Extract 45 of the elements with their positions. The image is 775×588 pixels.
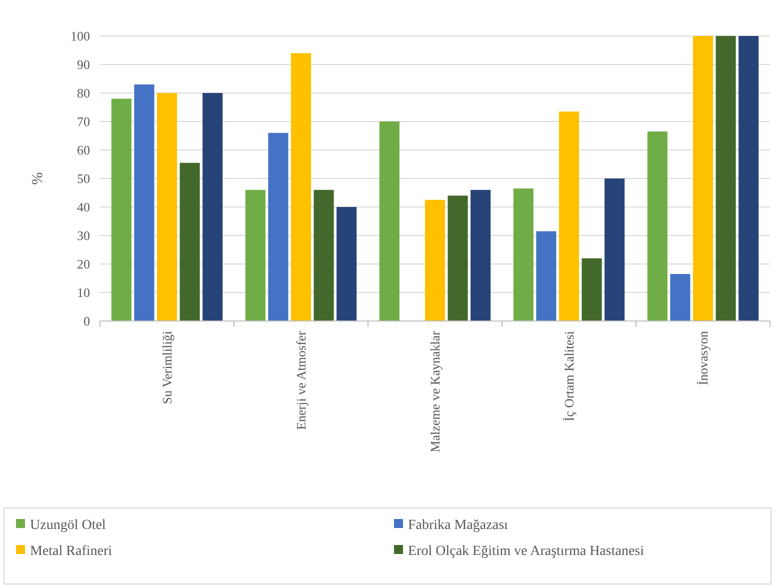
bar [424,200,446,321]
bar [268,132,288,321]
bar [290,53,312,321]
y-tick-label: 30 [77,228,90,244]
bar [180,162,200,321]
y-tick-label: 60 [77,142,90,158]
y-tick-label: 0 [84,314,90,329]
bar [379,122,400,321]
y-tick-label: 80 [77,86,90,101]
y-tick-label: 40 [77,200,90,215]
bar [647,131,668,321]
bar [670,274,690,321]
bar [111,98,132,321]
bar [582,258,602,321]
y-tick-label: 90 [77,57,90,72]
bar [716,36,736,321]
x-tick-label: İnovasyon [696,330,711,386]
y-tick-label: 20 [77,256,90,272]
y-tick-label: 70 [77,114,90,130]
y-tick-label: 100 [70,28,90,44]
legend-label: Fabrika Mağazası [408,518,508,533]
x-tick-label: İç Ortam Kalitesi [562,330,577,422]
x-tick-label: Su Verimliliği [160,330,175,404]
bar [448,196,468,321]
bar [134,84,154,321]
legend-label: Metal Rafineri [30,544,112,559]
legend-label: Erol Olçak Eğitim ve Araştırma Hastanesi [408,544,644,559]
x-tick-label: Enerji ve Atmosfer [294,330,309,430]
bar [314,190,334,321]
y-tick-label: 50 [77,171,90,186]
bar [536,231,556,321]
y-axis-title: % [30,172,46,185]
x-tick-label: Malzeme ve Kaynaklar [428,330,443,452]
bar [245,190,266,321]
legend-label: Uzungöl Otel [30,518,106,533]
bar [692,36,714,321]
bar [738,36,759,321]
bar [202,93,223,321]
bar [513,188,534,321]
bar [604,178,625,321]
bar [470,190,491,321]
bar [558,112,580,321]
y-tick-label: 10 [77,285,90,300]
bar [336,207,357,321]
bar [156,93,178,321]
